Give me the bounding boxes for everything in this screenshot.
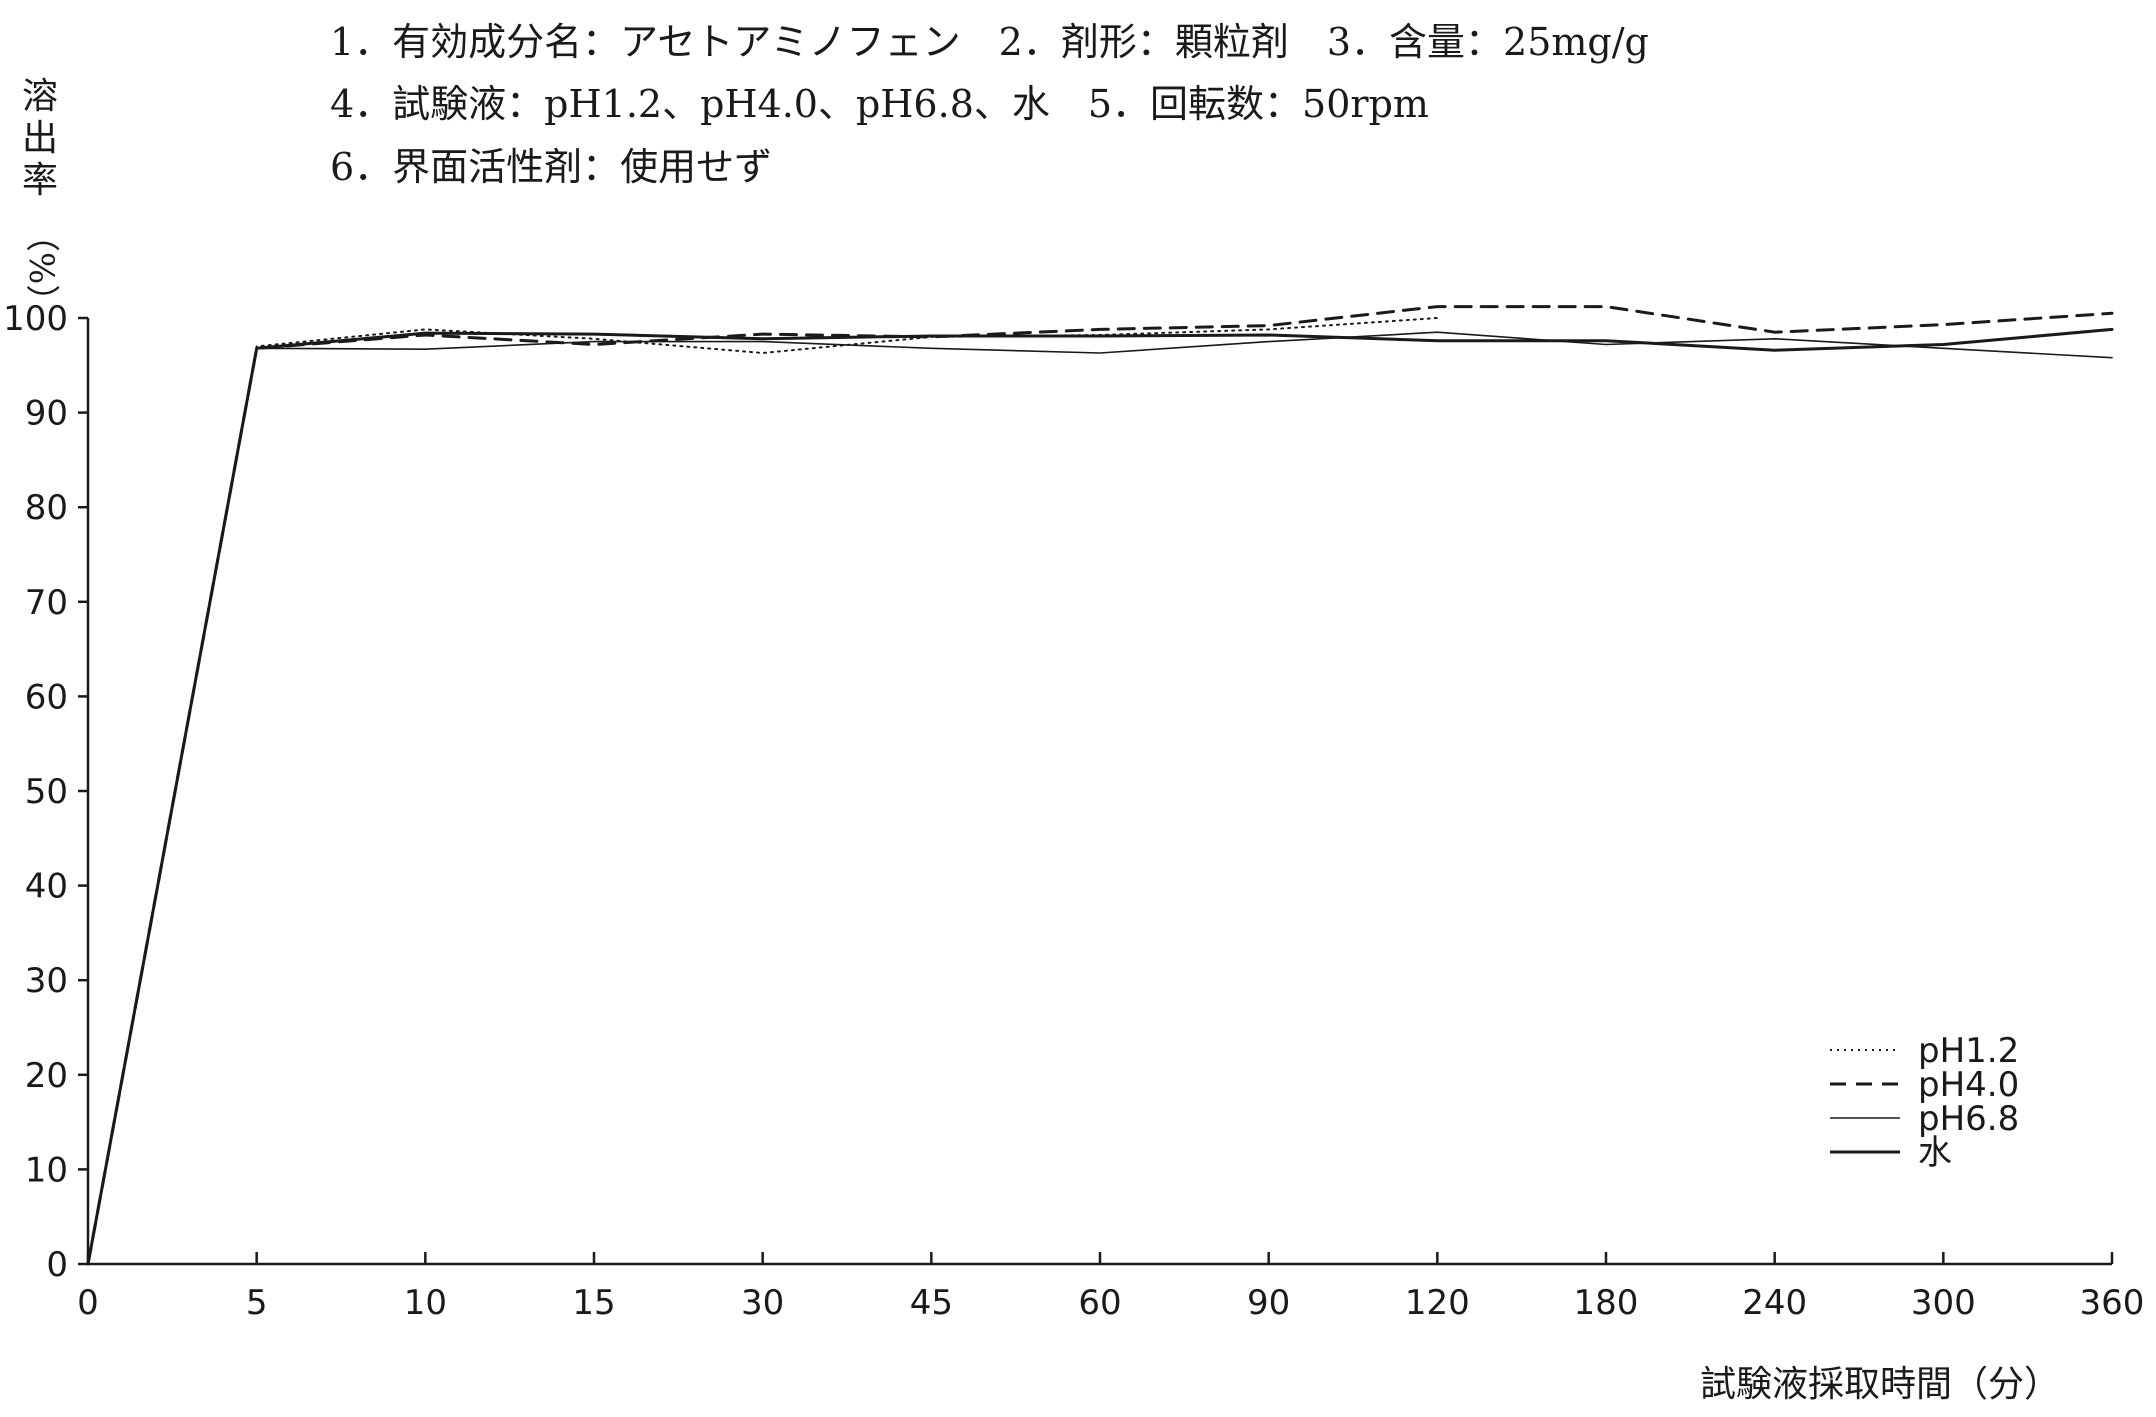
y-tick-label: 30 bbox=[25, 961, 68, 1001]
y-ticks: 0 10 20 30 40 50 60 70 80 90 100 bbox=[3, 299, 88, 1285]
series-line-3 bbox=[87, 331, 2113, 1265]
y-axis-label-char-2: 出 bbox=[22, 118, 58, 159]
header-line-1: 1．有効成分名：アセトアミノフェン 2．剤形：顆粒剤 3．含量：25mg/g bbox=[330, 20, 1649, 64]
header-block: 1．有効成分名：アセトアミノフェン 2．剤形：顆粒剤 3．含量：25mg/g 4… bbox=[330, 20, 1649, 189]
legend-label: pH1.2 bbox=[1918, 1031, 2019, 1071]
y-tick-label: 60 bbox=[25, 677, 68, 717]
x-tick-label: 10 bbox=[404, 1283, 447, 1323]
x-tick-label: 300 bbox=[1911, 1283, 1976, 1323]
x-tick-label: 360 bbox=[2080, 1283, 2145, 1323]
x-tick-label: 90 bbox=[1247, 1283, 1290, 1323]
header-line-2: 4．試験液：pH1.2、pH4.0、pH6.8、水 5．回転数：50rpm bbox=[330, 82, 1429, 126]
x-tick-label: 45 bbox=[910, 1283, 953, 1323]
x-tick-label: 120 bbox=[1405, 1283, 1470, 1323]
series-line-4 bbox=[86, 327, 2114, 1266]
x-ticks: 0 5 10 15 30 45 60 90 120 180 240 300 360 bbox=[77, 1252, 2144, 1323]
y-tick-label: 80 bbox=[25, 488, 68, 528]
x-tick-label: 15 bbox=[572, 1283, 615, 1323]
x-tick-label: 180 bbox=[1574, 1283, 1639, 1323]
y-axis-label-char-1: 溶 bbox=[22, 76, 58, 117]
y-tick-label: 70 bbox=[25, 583, 68, 623]
series-line-2 bbox=[86, 305, 2114, 1266]
y-tick-label: 90 bbox=[25, 394, 68, 434]
axes bbox=[86, 318, 2112, 1266]
y-tick-label: 0 bbox=[46, 1245, 68, 1285]
series-lines bbox=[86, 305, 2114, 1266]
y-axis-label-char-3: 率 bbox=[22, 160, 58, 201]
x-axis-label: 試験液採取時間（分） bbox=[1700, 1364, 2060, 1405]
header-line-3: 6．界面活性剤：使用せず bbox=[330, 145, 772, 189]
x-tick-label: 240 bbox=[1742, 1283, 1807, 1323]
x-tick-label: 30 bbox=[741, 1283, 784, 1323]
y-tick-label: 100 bbox=[3, 299, 68, 339]
y-tick-label: 20 bbox=[25, 1056, 68, 1096]
x-tick-label: 5 bbox=[246, 1283, 268, 1323]
x-tick-label: 0 bbox=[77, 1283, 99, 1323]
y-tick-label: 10 bbox=[25, 1150, 68, 1190]
legend-label: pH6.8 bbox=[1918, 1099, 2019, 1139]
y-tick-label: 50 bbox=[25, 772, 68, 812]
x-tick-label: 60 bbox=[1078, 1283, 1121, 1323]
y-axis-label-unit: （%） bbox=[21, 218, 61, 318]
legend-label: 水 bbox=[1918, 1133, 1952, 1173]
series-line-1 bbox=[87, 317, 1439, 1265]
y-tick-label: 40 bbox=[25, 867, 68, 907]
legend-label: pH4.0 bbox=[1918, 1065, 2019, 1105]
y-axis-label: 溶 出 率 （%） bbox=[21, 76, 61, 318]
